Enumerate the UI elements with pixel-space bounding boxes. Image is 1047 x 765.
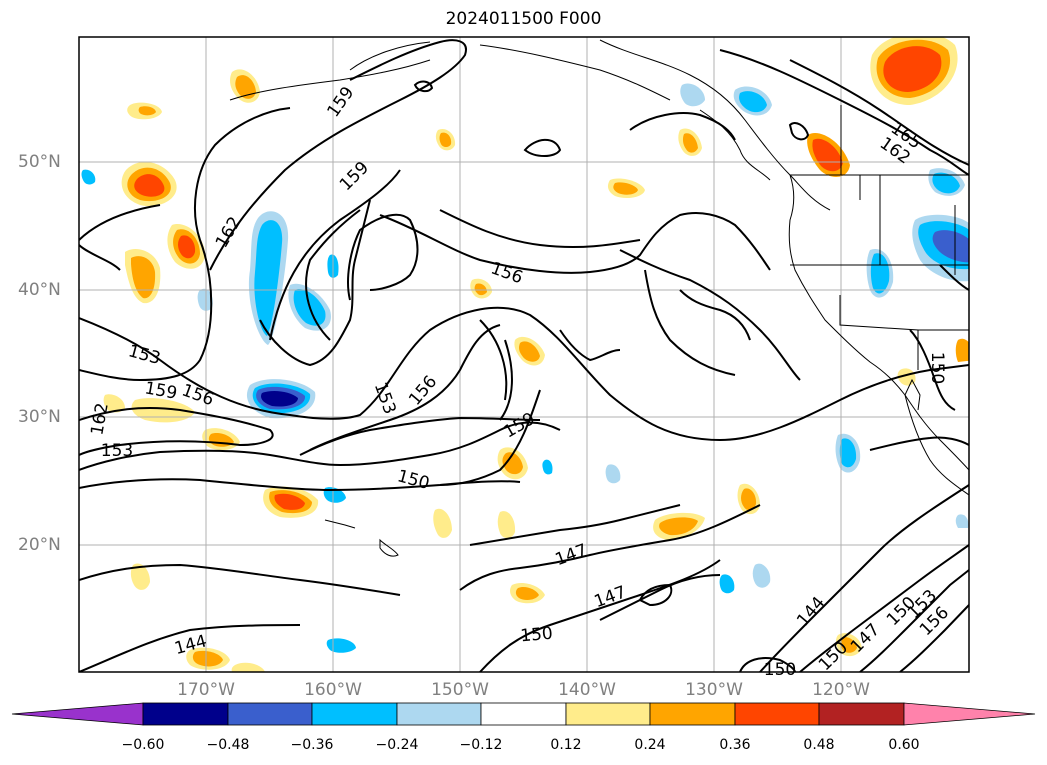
colorbar-tick: 0.48 bbox=[803, 737, 835, 753]
colorbar-bin bbox=[480, 702, 567, 726]
colorbar-tick: 0.24 bbox=[634, 737, 666, 753]
colorbar-tick: −0.60 bbox=[121, 737, 165, 753]
colorbar bbox=[11, 702, 1036, 726]
anomaly-shading bbox=[81, 37, 969, 672]
lat-label-20n: 20°N bbox=[18, 535, 61, 555]
lat-label-30n: 30°N bbox=[18, 407, 61, 427]
colorbar-bin bbox=[818, 702, 905, 726]
map-frame bbox=[78, 36, 970, 673]
lon-label-160w: 160°W bbox=[304, 680, 362, 700]
contour-label: 150 bbox=[764, 660, 796, 680]
colorbar-bin bbox=[311, 702, 398, 726]
contour-label: 150 bbox=[520, 624, 554, 647]
lon-label-130w: 130°W bbox=[685, 680, 743, 700]
grid-lines bbox=[79, 37, 969, 672]
colorbar-extend-high bbox=[903, 702, 1036, 726]
colorbar-tick: −0.48 bbox=[206, 737, 250, 753]
colorbar-tick: −0.24 bbox=[375, 737, 419, 753]
colorbar-tick: 0.36 bbox=[719, 737, 751, 753]
lon-label-140w: 140°W bbox=[558, 680, 616, 700]
coastlines bbox=[229, 39, 969, 557]
colorbar-tick: 0.60 bbox=[888, 737, 920, 753]
lon-label-170w: 170°W bbox=[177, 680, 235, 700]
contour-lines bbox=[79, 39, 969, 672]
lon-label-120w: 120°W bbox=[812, 680, 870, 700]
contour-label: 153 bbox=[101, 441, 133, 461]
lon-label-150w: 150°W bbox=[431, 680, 489, 700]
colorbar-bin bbox=[142, 702, 229, 726]
colorbar-bin bbox=[734, 702, 820, 726]
colorbar-tick: −0.36 bbox=[290, 737, 334, 753]
contour-label: 150 bbox=[927, 352, 947, 384]
colorbar-extend-low bbox=[11, 702, 144, 726]
map-title: 2024011500 F000 bbox=[445, 9, 602, 29]
colorbar-bin bbox=[227, 702, 313, 726]
colorbar-bin bbox=[565, 702, 651, 726]
colorbar-tick: 0.12 bbox=[550, 737, 582, 753]
lat-label-40n: 40°N bbox=[18, 280, 61, 300]
colorbar-bin bbox=[649, 702, 736, 726]
colorbar-bin bbox=[396, 702, 482, 726]
lat-label-50n: 50°N bbox=[18, 152, 61, 172]
colorbar-tick: −0.12 bbox=[459, 737, 503, 753]
